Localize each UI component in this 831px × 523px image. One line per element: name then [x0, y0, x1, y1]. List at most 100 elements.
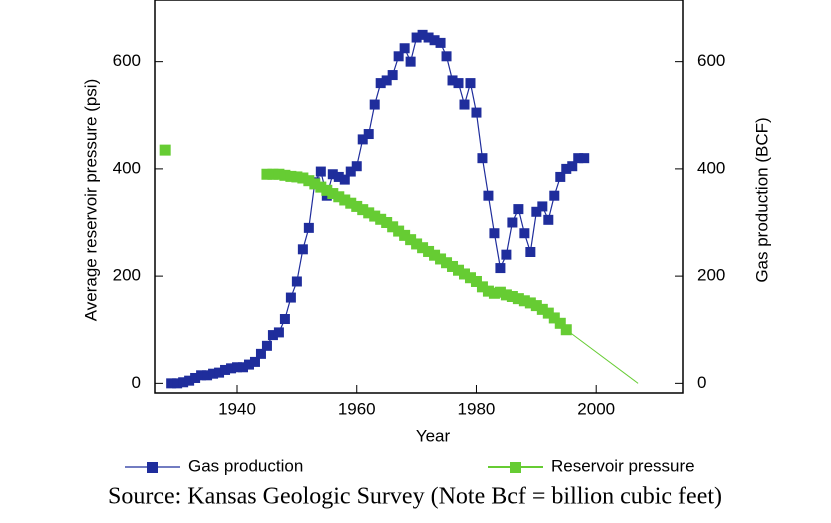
series-marker: [291, 276, 302, 287]
series-marker: [333, 191, 345, 203]
series-marker: [321, 184, 333, 196]
series-marker: [261, 340, 272, 351]
series-marker: [579, 153, 590, 164]
series-marker: [524, 297, 536, 309]
series-marker: [178, 377, 189, 388]
series-marker: [464, 272, 476, 284]
series-marker: [399, 229, 411, 241]
series-marker: [531, 206, 542, 217]
y2-axis-label: Gas production (BCF): [752, 117, 771, 282]
series-marker: [512, 293, 524, 305]
series-marker: [536, 303, 548, 315]
series-marker: [243, 359, 254, 370]
series-marker: [567, 161, 578, 172]
series-marker: [411, 238, 423, 250]
series-marker: [279, 169, 291, 181]
series-marker: [255, 348, 266, 359]
series-marker: [273, 327, 284, 338]
series-marker: [159, 144, 171, 156]
series-marker: [500, 289, 512, 301]
y2-tick-label: 0: [697, 373, 706, 392]
series-marker: [238, 362, 248, 373]
legend-label: Reservoir pressure: [551, 456, 695, 475]
series-marker: [417, 242, 429, 254]
series-marker: [393, 51, 404, 62]
series-marker: [417, 29, 428, 40]
series-marker: [351, 161, 362, 172]
series-marker: [363, 207, 375, 219]
series-marker: [315, 181, 327, 193]
x-tick-label: 1940: [218, 399, 256, 418]
series-marker: [267, 168, 279, 180]
series-marker: [483, 190, 494, 201]
series-marker: [357, 204, 369, 216]
y2-tick-label: 400: [697, 158, 725, 177]
series-marker: [309, 178, 321, 190]
series-marker: [357, 134, 368, 145]
series-marker: [477, 153, 488, 164]
legend-label: Gas production: [188, 456, 303, 475]
y-tick-label: 400: [113, 158, 141, 177]
y-tick-label: 600: [113, 51, 141, 70]
series-line: [266, 173, 567, 331]
series-marker: [495, 263, 506, 274]
series-marker: [208, 368, 219, 379]
series-marker: [507, 217, 518, 228]
series-marker: [525, 246, 536, 257]
series-marker: [345, 166, 356, 177]
series-marker: [459, 99, 470, 110]
series-marker: [375, 78, 386, 89]
series-marker: [184, 375, 195, 386]
series-marker: [375, 213, 387, 225]
series-marker: [381, 217, 393, 229]
series-marker: [465, 78, 476, 89]
series-marker: [506, 290, 518, 302]
y2-tick-label: 200: [697, 266, 725, 285]
series-marker: [405, 234, 417, 246]
series-marker: [489, 228, 500, 239]
series-marker: [399, 43, 410, 54]
series-marker: [339, 174, 350, 185]
series-marker: [369, 210, 381, 222]
series-marker: [561, 163, 572, 174]
series-marker: [573, 153, 584, 164]
series-marker: [249, 356, 260, 367]
series-marker: [226, 363, 237, 374]
x-tick-label: 1980: [458, 399, 496, 418]
series-marker: [435, 37, 446, 48]
series-marker: [488, 287, 500, 299]
series-marker: [429, 35, 440, 46]
series-marker: [555, 171, 566, 182]
series-marker: [214, 367, 225, 378]
series-marker: [327, 188, 339, 200]
series-marker: [297, 244, 308, 255]
series-marker: [411, 32, 422, 43]
series-marker: [476, 281, 488, 293]
y2-tick-label: 600: [697, 51, 725, 70]
series-marker: [423, 245, 435, 257]
series-marker: [351, 200, 363, 212]
series-marker: [518, 295, 530, 307]
y-tick-label: 200: [113, 266, 141, 285]
series-marker: [196, 370, 207, 381]
plot-frame: [154, 0, 684, 394]
series-marker: [339, 194, 351, 206]
series-marker: [435, 253, 447, 265]
y-axis-label: Average reservoir pressure (psi): [81, 79, 100, 322]
source-note: Source: Kansas Geologic Survey (Note Bcf…: [108, 484, 722, 510]
series-marker: [441, 257, 453, 269]
series-marker: [530, 300, 542, 312]
x-tick-label: 1960: [338, 399, 376, 418]
series-marker: [327, 169, 338, 180]
series-marker: [202, 370, 213, 381]
series-marker: [458, 268, 470, 280]
series-marker: [482, 285, 494, 297]
series-marker: [494, 286, 506, 298]
series-marker: [501, 249, 512, 260]
series-marker: [542, 307, 554, 319]
series-marker: [285, 292, 296, 303]
series-marker: [303, 222, 314, 233]
series-marker: [291, 171, 303, 183]
series-marker: [232, 362, 243, 373]
